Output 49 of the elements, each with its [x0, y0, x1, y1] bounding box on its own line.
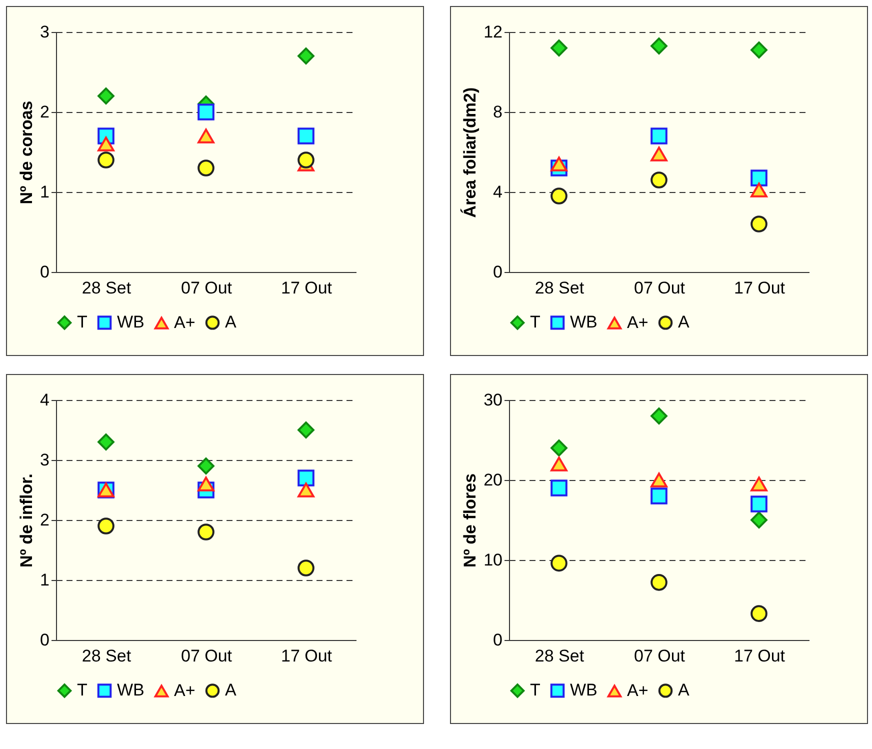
- y-tick-label: 1: [40, 570, 50, 590]
- legend-label: A: [678, 312, 690, 332]
- legend-label: T: [77, 312, 88, 332]
- legend-label: A+: [627, 313, 648, 332]
- x-tick-label: 07 Out: [180, 646, 232, 666]
- x-tick-label: 28 Set: [82, 278, 132, 298]
- x-tick-label: 28 Set: [534, 646, 584, 666]
- legend-label: T: [530, 312, 540, 332]
- y-tick-label: 8: [493, 102, 502, 122]
- x-tick-label: 07 Out: [634, 278, 686, 298]
- legend-label: T: [530, 680, 540, 700]
- x-tick-label: 28 Set: [534, 278, 584, 298]
- x-tick-label: 17 Out: [734, 278, 786, 298]
- y-tick-label: 4: [493, 182, 502, 202]
- y-tick-label: 1: [40, 182, 50, 202]
- y-tick-label: 0: [40, 262, 50, 282]
- legend-label: A+: [174, 681, 196, 700]
- x-tick-label: 07 Out: [634, 646, 686, 666]
- x-tick-label: 17 Out: [734, 646, 786, 666]
- legend-label: A: [225, 680, 237, 700]
- y-axis-title: Área foliar(dm2): [460, 87, 480, 218]
- y-tick-label: 2: [40, 510, 50, 530]
- legend-label: WB: [570, 680, 598, 700]
- y-tick-label: 4: [40, 390, 50, 410]
- legend-label: A+: [627, 681, 648, 700]
- x-tick-label: 17 Out: [280, 646, 332, 666]
- legend-label: A+: [174, 313, 196, 332]
- y-tick-label: 0: [493, 262, 502, 282]
- y-axis-title: Nº de inflor.: [17, 473, 36, 568]
- legend-label: T: [77, 680, 88, 700]
- y-tick-label: 0: [40, 630, 50, 650]
- x-tick-label: 17 Out: [280, 278, 332, 298]
- legend-label: WB: [570, 312, 598, 332]
- y-tick-label: 3: [40, 450, 50, 470]
- y-tick-label: 0: [493, 630, 502, 650]
- y-axis-title: Nº de flores: [460, 473, 480, 568]
- legend-label: A: [225, 312, 237, 332]
- y-tick-label: 2: [40, 102, 50, 122]
- y-tick-label: 30: [484, 390, 502, 410]
- legend-label: WB: [117, 312, 144, 332]
- legend-label: WB: [117, 680, 144, 700]
- y-axis-title: Nº de coroas: [17, 100, 36, 204]
- y-tick-label: 3: [40, 22, 50, 42]
- y-tick-label: 12: [484, 22, 502, 42]
- y-tick-label: 10: [484, 550, 502, 570]
- y-tick-label: 20: [484, 470, 502, 490]
- x-tick-label: 28 Set: [82, 646, 132, 666]
- legend-label: A: [678, 680, 690, 700]
- x-tick-label: 07 Out: [180, 278, 232, 298]
